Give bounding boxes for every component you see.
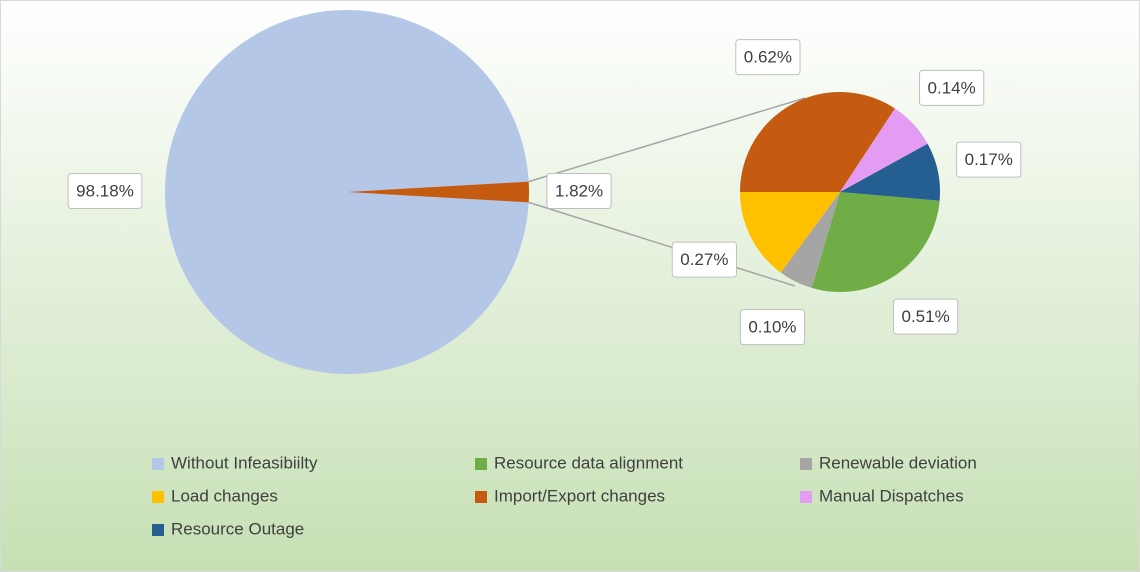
slice [840, 108, 928, 192]
slice [740, 191, 840, 273]
legend-label: Resource Outage [171, 519, 304, 538]
data-label-box [893, 298, 959, 335]
data-label-box [735, 39, 801, 76]
data-label-box [67, 172, 143, 209]
legend-swatch [152, 524, 164, 536]
data-label-box [739, 309, 806, 346]
legend-label: Renewable deviation [819, 453, 977, 472]
data-label: 0.14% [928, 78, 976, 97]
connector-line [528, 97, 806, 183]
data-label: 0.27% [680, 250, 728, 269]
legend-swatch [152, 458, 164, 470]
legend-label: Import/Export changes [494, 486, 665, 505]
data-label: 0.17% [965, 150, 1013, 169]
slice [811, 192, 940, 292]
data-label: 0.51% [902, 307, 950, 326]
slice [165, 10, 529, 374]
legend-label: Manual Dispatches [819, 486, 964, 505]
data-label-box [919, 69, 985, 106]
legend-swatch [800, 458, 812, 470]
data-label-box [956, 141, 1022, 178]
data-label: 98.18% [76, 181, 134, 200]
slice [347, 181, 529, 203]
legend-label: Resource data alignment [494, 453, 683, 472]
data-label: 0.10% [748, 318, 796, 337]
data-label: 1.82% [555, 181, 603, 200]
legend-swatch [800, 491, 812, 503]
legend-swatch [152, 491, 164, 503]
slice [780, 192, 840, 288]
data-label: 0.62% [744, 48, 792, 67]
legend-label: Load changes [171, 486, 278, 505]
slice [740, 91, 895, 192]
data-label-box [546, 172, 612, 209]
legend-swatch [475, 491, 487, 503]
connector-line [528, 201, 796, 287]
data-label-box [671, 241, 737, 278]
legend-swatch [475, 458, 487, 470]
slice [840, 143, 940, 201]
legend-label: Without Infeasibiilty [171, 453, 318, 472]
